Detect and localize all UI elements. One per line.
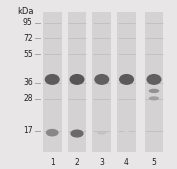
- Text: kDa: kDa: [17, 7, 34, 16]
- Ellipse shape: [146, 74, 162, 85]
- Text: 28: 28: [23, 94, 33, 103]
- Ellipse shape: [46, 129, 59, 137]
- Text: 4: 4: [124, 158, 129, 167]
- Text: 95: 95: [23, 18, 33, 27]
- Text: 72: 72: [23, 33, 33, 43]
- Ellipse shape: [122, 131, 131, 134]
- Ellipse shape: [97, 131, 107, 135]
- Bar: [68, 12, 86, 152]
- Ellipse shape: [69, 74, 85, 85]
- Text: 5: 5: [152, 158, 156, 167]
- Ellipse shape: [149, 96, 159, 100]
- Ellipse shape: [119, 74, 134, 85]
- Bar: [92, 12, 111, 152]
- Text: 55: 55: [23, 50, 33, 59]
- Ellipse shape: [70, 129, 84, 138]
- Bar: [43, 12, 62, 152]
- Text: 1: 1: [50, 158, 55, 167]
- Bar: [145, 12, 163, 152]
- Text: 36: 36: [23, 78, 33, 87]
- Ellipse shape: [45, 74, 60, 85]
- Ellipse shape: [94, 74, 109, 85]
- Text: 2: 2: [75, 158, 79, 167]
- Text: 17: 17: [23, 126, 33, 136]
- Ellipse shape: [149, 89, 159, 93]
- Bar: [117, 12, 136, 152]
- Text: 3: 3: [99, 158, 104, 167]
